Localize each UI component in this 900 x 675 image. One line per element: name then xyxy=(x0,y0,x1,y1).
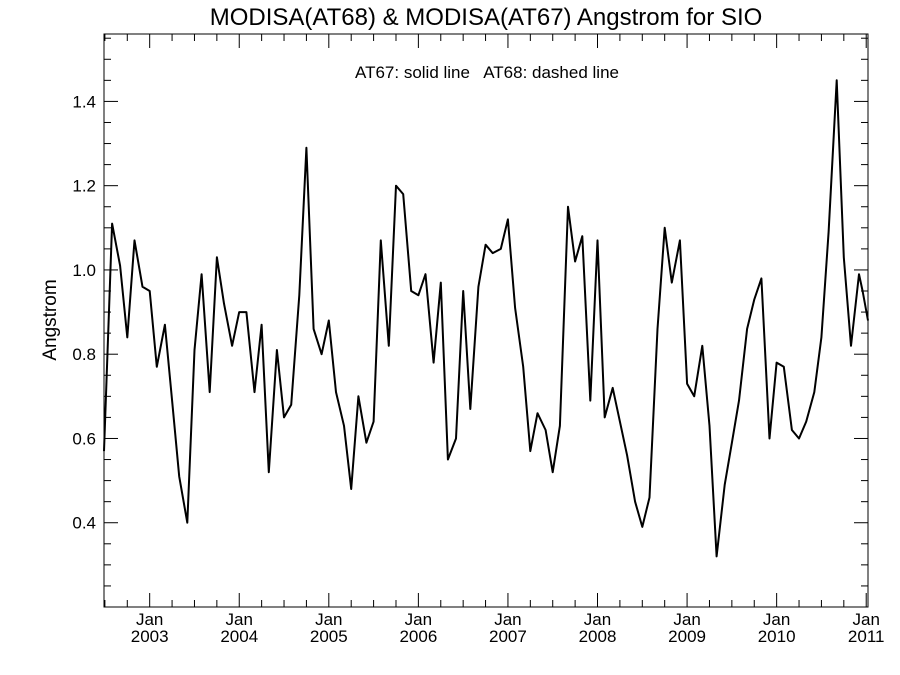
x-tick-label-year: 2009 xyxy=(668,627,706,646)
x-tick-label-month: Jan xyxy=(136,610,163,629)
x-tick-label-month: Jan xyxy=(405,610,432,629)
y-tick-labels: 0.4 0.6 0.8 1.0 1.2 1.4 xyxy=(72,92,96,532)
x-tick-label-month: Jan xyxy=(584,610,611,629)
x-tick-label-month: Jan xyxy=(226,610,253,629)
minor-ticks xyxy=(104,34,868,607)
x-tick-label-month: Jan xyxy=(315,610,342,629)
x-tick-label-year: 2008 xyxy=(579,627,617,646)
x-tick-label-year: 2011 xyxy=(848,627,885,646)
y-tick-label: 0.4 xyxy=(72,514,96,533)
x-tick-label-month: Jan xyxy=(494,610,521,629)
series-line-solid xyxy=(103,79,869,558)
y-tick-label: 0.6 xyxy=(72,429,96,448)
legend-annotation: AT67: solid line AT68: dashed line xyxy=(355,63,619,82)
x-tick-label-month: Jan xyxy=(673,610,700,629)
y-axis-label: Angstrom xyxy=(40,279,61,360)
x-tick-label-year: 2006 xyxy=(399,627,437,646)
x-tick-label-month: Jan xyxy=(763,610,790,629)
x-tick-label-year: 2005 xyxy=(310,627,348,646)
y-tick-label: 0.8 xyxy=(72,345,96,364)
y-tick-label: 1.4 xyxy=(72,92,96,111)
x-tick-label-year: 2003 xyxy=(131,627,169,646)
series-layer xyxy=(103,79,869,558)
major-ticks xyxy=(104,34,868,607)
y-tick-label: 1.2 xyxy=(72,177,96,196)
x-tick-labels: Jan2003Jan2004Jan2005Jan2006Jan2007Jan20… xyxy=(131,610,885,646)
x-tick-label-year: 2007 xyxy=(489,627,527,646)
plot-frame xyxy=(103,33,869,608)
chart-title: MODISA(AT68) & MODISA(AT67) Angstrom for… xyxy=(210,4,763,31)
x-tick-label-year: 2004 xyxy=(220,627,258,646)
x-tick-label-month: Jan xyxy=(852,610,879,629)
y-tick-label: 1.0 xyxy=(72,261,96,280)
x-tick-label-year: 2010 xyxy=(758,627,796,646)
